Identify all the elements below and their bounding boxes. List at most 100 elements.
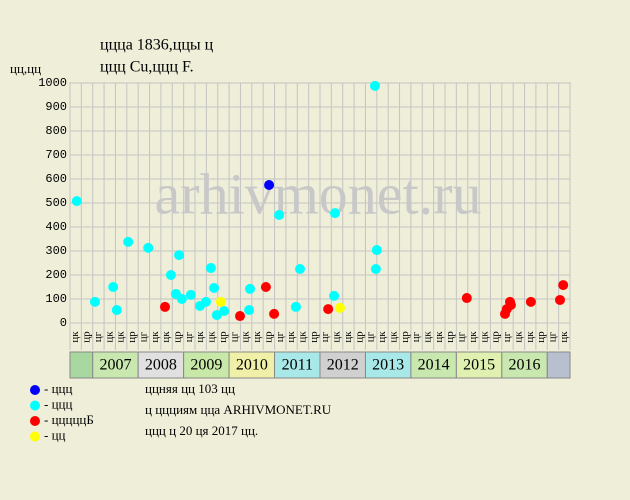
legend-marker — [30, 385, 40, 395]
year-band — [69, 351, 94, 379]
y-tick-label: 200 — [45, 268, 67, 282]
column-label: цк — [206, 331, 218, 343]
column-label: цк — [103, 331, 115, 343]
column-label: цг — [319, 331, 331, 342]
data-point — [235, 311, 245, 322]
column-label: цр — [171, 331, 183, 343]
column-label: цр — [81, 331, 93, 343]
column-label: цр — [535, 331, 547, 343]
column-label: цк — [467, 331, 479, 343]
y-tick-label: 600 — [45, 172, 67, 186]
data-point — [165, 270, 176, 280]
year-band — [455, 351, 503, 379]
column-label: цг — [92, 331, 104, 342]
chart-subtitle: ццц Cu,ццц F. — [100, 59, 194, 76]
data-point — [123, 236, 134, 247]
data-point — [209, 282, 220, 293]
data-point — [335, 302, 345, 313]
y-tick-label: 700 — [45, 148, 67, 162]
y-tick-label: 0 — [60, 316, 67, 330]
column-label: цк — [160, 331, 172, 343]
data-point — [211, 310, 222, 321]
data-point — [71, 196, 82, 207]
column-label: цг — [228, 331, 240, 342]
data-point — [525, 296, 536, 307]
y-tick-label: 400 — [45, 220, 67, 234]
footer-text: ццц ц 20 ця 2017 цц. — [145, 423, 258, 438]
column-label: цг — [183, 331, 195, 342]
legend-marker — [30, 400, 40, 411]
data-point — [215, 296, 226, 307]
footer-text: ццняя цц 103 цц — [145, 381, 235, 396]
data-point — [185, 289, 196, 300]
data-point — [176, 294, 187, 304]
data-point — [244, 305, 255, 316]
legend-label: - цц — [44, 427, 66, 442]
year-label: 2010 — [236, 357, 268, 374]
column-label: цк — [342, 331, 354, 343]
column-label: цк — [421, 331, 433, 343]
column-label: цр — [126, 331, 138, 343]
data-point — [461, 293, 472, 304]
data-point — [295, 264, 305, 274]
watermark: arhivmonet.ru — [155, 161, 482, 226]
data-point — [205, 263, 216, 274]
data-point — [90, 296, 100, 307]
column-label: цк — [194, 331, 206, 343]
column-label: цр — [217, 331, 229, 343]
year-label: 2011 — [282, 357, 313, 374]
data-point — [505, 300, 516, 310]
column-label: цр — [308, 331, 320, 343]
column-label: цг — [546, 331, 558, 342]
footer-text: ц ццциям цца ARHIVMONET.RU — [145, 402, 332, 417]
data-point — [371, 245, 382, 256]
y-tick-label: 900 — [45, 100, 67, 114]
year-band — [410, 351, 457, 379]
y-axis-label: цц,цц — [10, 61, 41, 76]
column-label: цг — [410, 331, 422, 342]
data-point — [370, 264, 381, 274]
data-point — [558, 280, 569, 291]
data-point — [329, 290, 340, 301]
column-label: цр — [353, 331, 365, 343]
column-label: цк — [115, 331, 127, 343]
column-label: цг — [274, 331, 286, 342]
column-label: цк — [376, 331, 388, 343]
data-point — [264, 180, 275, 190]
year-band — [319, 351, 366, 379]
legend-marker — [30, 431, 40, 442]
year-band — [274, 351, 321, 379]
column-label: цг — [365, 331, 377, 342]
data-point — [290, 301, 301, 312]
column-label: цк — [478, 331, 490, 343]
data-point — [274, 210, 285, 220]
data-point — [111, 305, 122, 316]
column-label: цк — [331, 331, 343, 343]
column-label: цк — [296, 331, 308, 343]
data-point — [160, 301, 170, 312]
column-label: цк — [433, 331, 445, 343]
year-label: 2008 — [145, 357, 177, 374]
column-label: цк — [240, 331, 252, 343]
y-tick-label: 300 — [45, 244, 67, 258]
column-label: цр — [262, 331, 274, 343]
year-label: 2016 — [509, 357, 541, 374]
year-band — [92, 351, 139, 379]
year-label: 2009 — [190, 357, 222, 374]
column-label: цк — [149, 331, 161, 343]
column-label: цр — [490, 331, 502, 343]
legend-label: - цццццБ — [44, 412, 94, 427]
data-point — [330, 208, 340, 219]
y-tick-label: 800 — [45, 124, 67, 138]
year-label: 2012 — [327, 357, 359, 374]
column-label: цг — [137, 331, 149, 342]
data-point — [269, 308, 280, 319]
y-tick-label: 100 — [45, 292, 67, 306]
column-label: цр — [444, 331, 456, 343]
chart-title: ццца 1836,ццы ц — [100, 37, 214, 54]
year-label: 2007 — [99, 357, 131, 374]
data-point — [323, 304, 334, 315]
year-band — [546, 351, 571, 379]
data-point — [143, 242, 154, 253]
